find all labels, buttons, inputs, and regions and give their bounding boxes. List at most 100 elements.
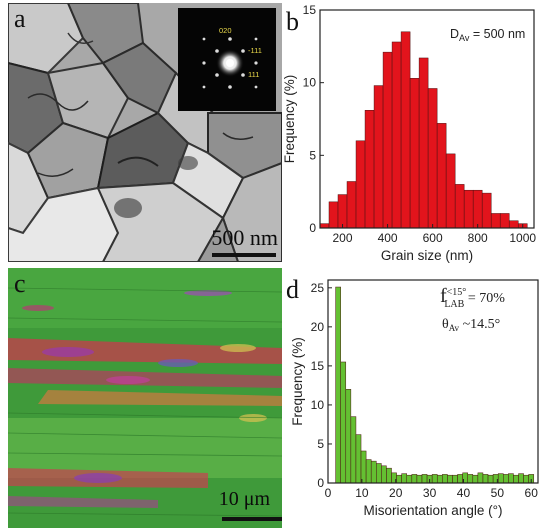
chart-d-annotation-theta: θAv ~14.5° <box>442 317 500 333</box>
chart-b-ytick-label: 10 <box>303 76 317 90</box>
ebsd-map-graphic <box>8 268 282 528</box>
chart-d-ytick-label: 15 <box>311 359 325 373</box>
chart-b-xtick-label: 1000 <box>509 231 536 245</box>
chart-b-ytick-label: 0 <box>309 221 316 235</box>
chart-d-xtick-label: 50 <box>491 486 505 500</box>
chart-b-bar <box>445 153 456 229</box>
chart-d-bar <box>452 474 458 484</box>
chart-d-xtick-label: 20 <box>389 486 403 500</box>
chart-d-bar <box>447 474 453 484</box>
chart-d-bar <box>391 472 397 484</box>
chart-d-bar <box>401 473 407 484</box>
chart-b-xtick-label: 800 <box>468 231 488 245</box>
tem-micrograph-graphic: 020 -111 111 <box>8 3 282 262</box>
chart-b-bar <box>481 192 492 229</box>
chart-b-bar <box>409 78 420 229</box>
tem-micrograph: 020 -111 111 a 500 nm <box>8 3 282 262</box>
chart-d-bar <box>462 472 468 484</box>
chart-d-ylabel: Frequency (%) <box>290 337 305 426</box>
scale-bar-c <box>222 517 282 521</box>
chart-b-xtick-label: 200 <box>333 231 353 245</box>
chart-b-bar <box>337 194 348 229</box>
chart-d-bar <box>518 473 524 484</box>
chart-b-frame <box>319 9 535 229</box>
chart-d-frame <box>327 279 539 484</box>
chart-d-xtick-label: 30 <box>423 486 437 500</box>
chart-d-annotation-flab: f<15° LAB = 70% <box>440 285 505 310</box>
chart-d-bar <box>365 459 372 484</box>
chart-d-bar <box>523 474 529 484</box>
chart-d-bar <box>513 474 519 484</box>
chart-b-bar <box>418 57 429 229</box>
chart-d-bar <box>467 474 474 484</box>
chart-d-ytick-label: 20 <box>311 320 325 334</box>
chart-b-bar <box>454 184 465 229</box>
chart-d-bar <box>457 474 463 484</box>
chart-b-bar <box>328 201 339 229</box>
chart-d-bar <box>360 450 367 484</box>
saed-label-1: -111 <box>248 46 262 55</box>
chart-d-bar <box>386 467 392 484</box>
chart-d-bar <box>421 474 428 484</box>
chart-d-bar <box>376 463 382 484</box>
chart-b-xlabel: Grain size (nm) <box>381 248 473 263</box>
chart-b-bar <box>346 181 357 229</box>
ebsd-map: c 10 μm <box>8 268 282 528</box>
chart-b-bar <box>508 220 519 229</box>
chart-d-bar <box>503 474 509 484</box>
chart-d-bar <box>477 472 484 484</box>
chart-b-ytick-label: 5 <box>309 148 316 162</box>
chart-b-bar <box>391 41 402 229</box>
chart-b-annotation: DAv = 500 nm <box>450 27 525 43</box>
chart-b-bar <box>382 51 393 229</box>
chart-d-bar <box>345 389 352 484</box>
chart-b-bar <box>400 31 411 229</box>
chart-b-bar <box>517 223 528 229</box>
chart-d-bar <box>528 474 535 484</box>
chart-d-bar <box>416 474 423 484</box>
scale-label-a: 500 nm <box>211 225 278 250</box>
chart-b-bar <box>373 85 384 229</box>
chart-d-ytick-label: 25 <box>311 281 325 295</box>
chart-d-bar <box>482 474 489 484</box>
chart-d-ytick-label: 10 <box>311 398 325 412</box>
chart-b-bar <box>490 213 501 229</box>
chart-b-bar <box>463 189 474 229</box>
chart-d-bar <box>355 434 362 484</box>
chart-d-bar <box>340 361 347 484</box>
chart-d-bar <box>431 474 438 484</box>
chart-d-bar <box>406 474 413 484</box>
chart-d-bar <box>492 474 499 484</box>
chart-b-xtick-label: 600 <box>423 231 443 245</box>
chart-b-xtick-label: 400 <box>378 231 398 245</box>
chart-d-bar <box>508 473 514 484</box>
chart-b-bar <box>364 110 375 229</box>
chart-d-ytick-label: 0 <box>317 476 324 490</box>
chart-d-bar <box>335 286 341 484</box>
chart-d-xlabel: Misorientation angle (°) <box>364 503 503 518</box>
chart-b-bar <box>499 213 510 229</box>
chart-d-xtick-label: 0 <box>325 486 332 500</box>
scale-label-c: 10 μm <box>218 488 270 510</box>
chart-b-ylabel: Frequency (%) <box>282 75 297 164</box>
chart-d-bar <box>350 416 357 484</box>
chart-d-bar <box>396 474 402 484</box>
chart-b-bar <box>436 123 447 229</box>
chart-d-xtick-label: 60 <box>525 486 539 500</box>
chart-b-ytick-label: 15 <box>303 3 317 17</box>
chart-d-ytick-label: 5 <box>317 437 324 451</box>
panel-label-d: d <box>286 275 299 304</box>
panel-label-a: a <box>14 4 26 33</box>
saed-label-2: 111 <box>248 70 259 79</box>
chart-d-bar <box>370 460 377 484</box>
chart-d-bar <box>411 474 418 484</box>
chart-d-bar <box>426 474 433 484</box>
panel-label-c: c <box>14 269 26 298</box>
chart-d-bar <box>487 474 494 484</box>
chart-b-bar <box>427 88 438 229</box>
chart-b-bar <box>472 189 483 229</box>
chart-b-bar <box>355 140 366 229</box>
scale-bar-a <box>212 253 276 257</box>
chart-d-bar <box>472 474 479 484</box>
chart-d-bar <box>381 465 387 484</box>
